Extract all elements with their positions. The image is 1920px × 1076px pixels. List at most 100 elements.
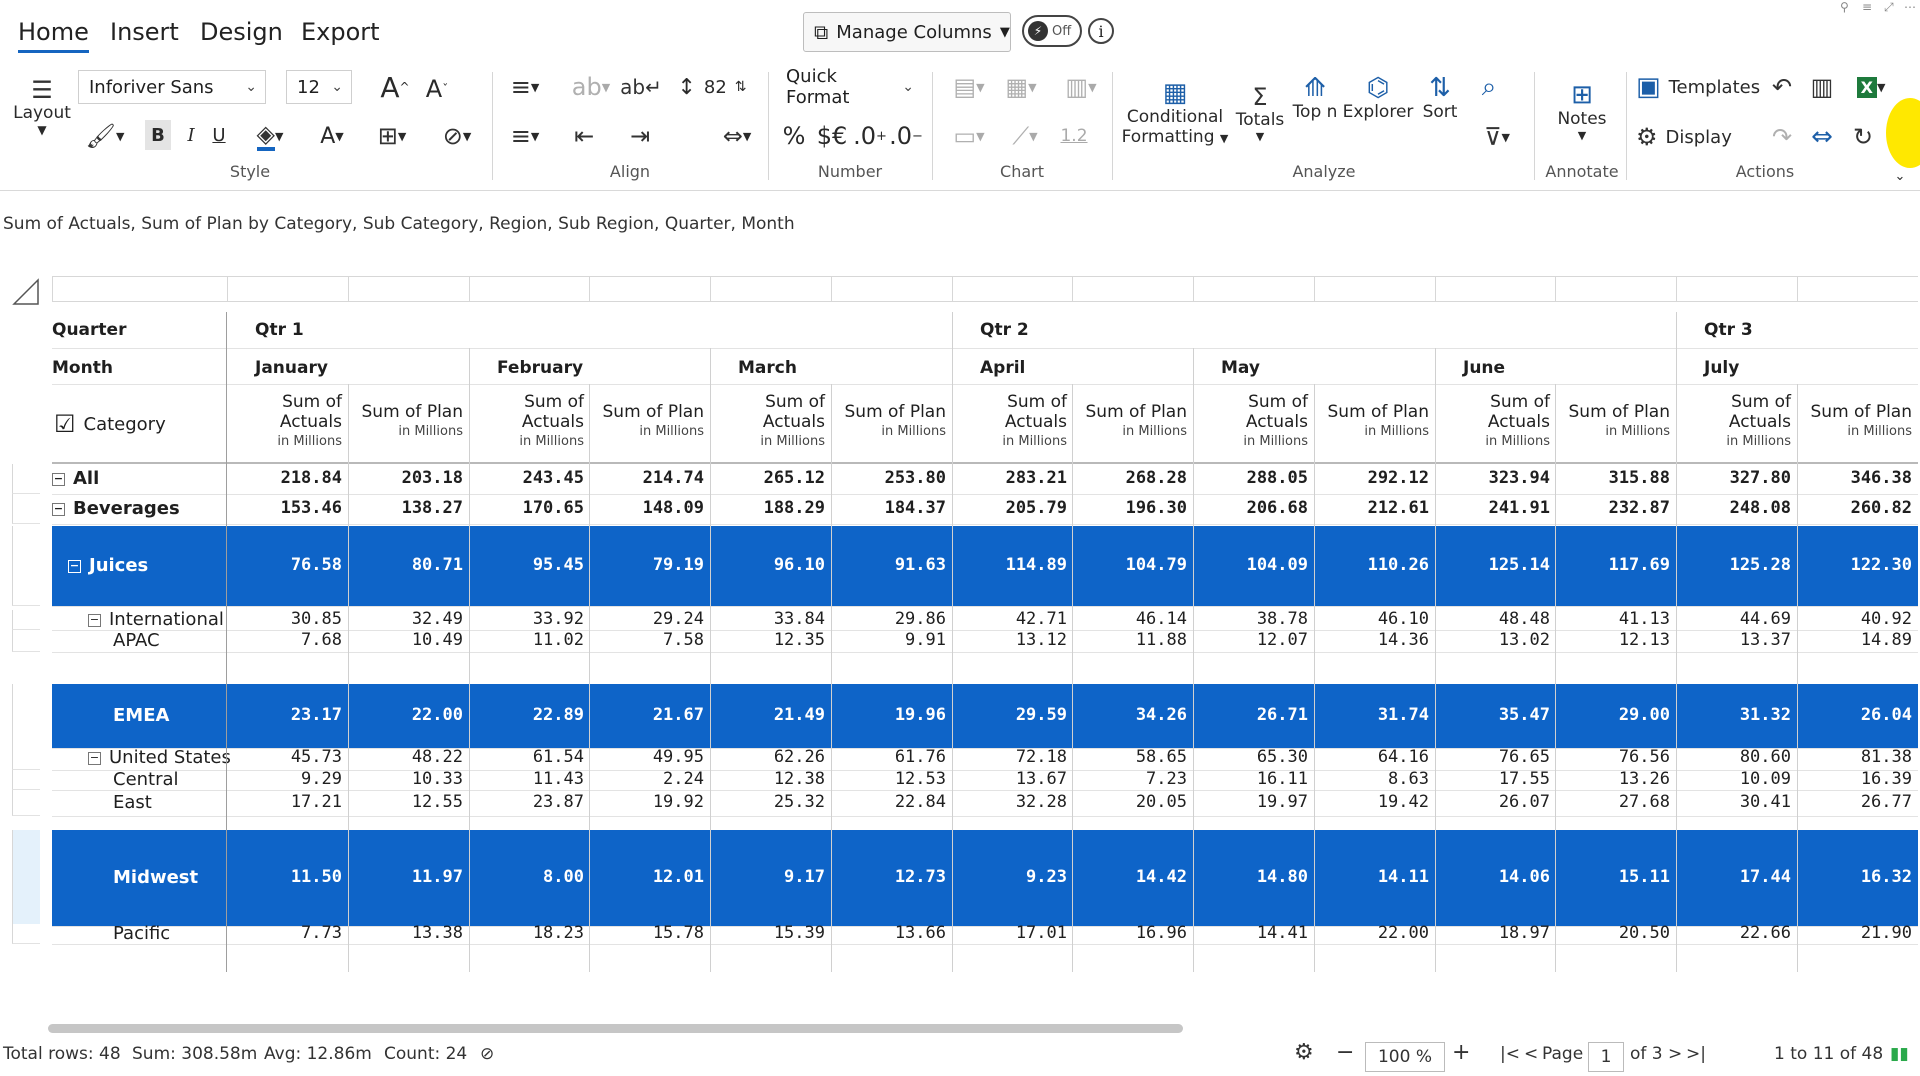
value-cell[interactable]: 268.28 — [1125, 468, 1187, 488]
value-cell[interactable]: 13.67 — [1015, 769, 1067, 789]
column-header[interactable] — [1314, 276, 1435, 302]
column-header[interactable] — [52, 276, 227, 302]
value-cell[interactable]: 20.50 — [1618, 923, 1670, 943]
value-cell[interactable]: 19.96 — [894, 705, 946, 725]
value-cell[interactable]: 206.68 — [1246, 498, 1308, 518]
column-header[interactable] — [589, 276, 710, 302]
value-cell[interactable]: 125.28 — [1729, 555, 1791, 575]
value-cell[interactable]: 117.69 — [1608, 555, 1670, 575]
value-cell[interactable]: 15.39 — [773, 923, 825, 943]
value-cell[interactable]: 205.79 — [1005, 498, 1067, 518]
value-cell[interactable]: 11.50 — [290, 867, 342, 887]
value-cell[interactable]: 13.66 — [894, 923, 946, 943]
row-header[interactable] — [12, 684, 40, 748]
info-icon[interactable]: i — [1088, 18, 1114, 44]
value-cell[interactable]: 30.41 — [1739, 792, 1791, 812]
value-cell[interactable]: 12.35 — [773, 630, 825, 650]
month-header[interactable]: March — [738, 358, 797, 378]
value-cell[interactable]: 21.49 — [773, 705, 825, 725]
value-cell[interactable]: 232.87 — [1608, 498, 1670, 518]
value-cell[interactable]: 80.71 — [411, 555, 463, 575]
font-family-select[interactable]: Inforiver Sans ⌄ — [78, 70, 266, 104]
value-cell[interactable]: 21.67 — [652, 705, 704, 725]
redo-icon[interactable]: ↷ — [1771, 123, 1793, 151]
measure-header-plan[interactable]: Sum of Plan in Millions — [589, 402, 708, 442]
value-cell[interactable]: 10.49 — [411, 630, 463, 650]
value-cell[interactable]: 32.49 — [411, 609, 463, 629]
value-cell[interactable]: 10.09 — [1739, 769, 1791, 789]
zoom-in-icon[interactable]: + — [1452, 1040, 1471, 1065]
value-cell[interactable]: 12.07 — [1256, 630, 1308, 650]
chart-label-button[interactable]: 1.2 — [1060, 126, 1088, 146]
value-cell[interactable]: 170.65 — [522, 498, 584, 518]
collapse-icon[interactable]: − — [68, 558, 81, 573]
value-cell[interactable]: 13.26 — [1618, 769, 1670, 789]
row-header[interactable] — [12, 630, 40, 652]
value-cell[interactable]: 243.45 — [522, 468, 584, 488]
zoom-out-icon[interactable]: − — [1336, 1040, 1355, 1065]
row-header[interactable] — [12, 464, 40, 494]
value-cell[interactable]: 26.04 — [1860, 705, 1912, 725]
settings-gear-icon[interactable]: ⚙ — [1294, 1040, 1314, 1065]
manage-columns-button[interactable]: ⧉ Manage Columns ▼ — [803, 12, 1011, 52]
display-button[interactable]: ⚙ Display — [1636, 123, 1732, 151]
value-cell[interactable]: 38.78 — [1256, 609, 1308, 629]
row-label-all[interactable]: − All — [52, 468, 99, 489]
column-header[interactable] — [469, 276, 590, 302]
quarter-header[interactable]: Qtr 2 — [980, 320, 1029, 340]
value-cell[interactable]: 65.30 — [1256, 747, 1308, 767]
line-chart-icon[interactable]: ⟋ ▼ — [1012, 122, 1038, 150]
explorer-button[interactable]: ⌬ Explorer — [1342, 73, 1414, 122]
value-cell[interactable]: 9.17 — [784, 867, 825, 887]
templates-button[interactable]: ▣ Templates — [1636, 72, 1761, 102]
value-cell[interactable]: 12.53 — [894, 769, 946, 789]
value-cell[interactable]: 13.37 — [1739, 630, 1791, 650]
value-cell[interactable]: 15.11 — [1618, 867, 1670, 887]
value-cell[interactable]: 218.84 — [280, 468, 342, 488]
value-cell[interactable]: 12.38 — [773, 769, 825, 789]
value-cell[interactable]: 14.41 — [1256, 923, 1308, 943]
value-cell[interactable]: 49.95 — [652, 747, 704, 767]
value-cell[interactable]: 114.89 — [1005, 555, 1067, 575]
expand-icon[interactable]: ⤢ — [1884, 0, 1894, 14]
value-cell[interactable]: 12.73 — [894, 867, 946, 887]
value-cell[interactable]: 260.82 — [1850, 498, 1912, 518]
measure-header-actuals[interactable]: Sum of Actuals in Millions — [710, 392, 829, 452]
value-cell[interactable]: 19.92 — [652, 792, 704, 812]
column-header[interactable] — [1676, 276, 1797, 302]
value-cell[interactable]: 72.18 — [1015, 747, 1067, 767]
value-cell[interactable]: 19.97 — [1256, 792, 1308, 812]
auto-toggle[interactable]: ⚡ Off — [1022, 15, 1082, 47]
value-cell[interactable]: 62.26 — [773, 747, 825, 767]
value-cell[interactable]: 33.92 — [532, 609, 584, 629]
value-cell[interactable]: 292.12 — [1367, 468, 1429, 488]
totals-button[interactable]: Σ Totals ▼ — [1235, 82, 1285, 143]
value-cell[interactable]: 153.46 — [280, 498, 342, 518]
value-cell[interactable]: 16.32 — [1860, 867, 1912, 887]
value-cell[interactable]: 9.29 — [301, 769, 342, 789]
measure-header-actuals[interactable]: Sum of Actuals in Millions — [1676, 392, 1795, 452]
measure-header-actuals[interactable]: Sum of Actuals in Millions — [1193, 392, 1312, 452]
sort-button[interactable]: ⇅ Sort — [1422, 73, 1458, 122]
value-cell[interactable]: 14.36 — [1377, 630, 1429, 650]
value-cell[interactable]: 7.73 — [301, 923, 342, 943]
quarter-header[interactable]: Qtr 1 — [255, 320, 304, 340]
tab-home[interactable]: Home — [18, 18, 89, 53]
value-cell[interactable]: 122.30 — [1850, 555, 1912, 575]
value-cell[interactable]: 241.91 — [1488, 498, 1550, 518]
value-cell[interactable]: 61.76 — [894, 747, 946, 767]
value-cell[interactable]: 23.17 — [290, 705, 342, 725]
value-cell[interactable]: 19.42 — [1377, 792, 1429, 812]
column-header[interactable] — [348, 276, 469, 302]
value-cell[interactable]: 14.06 — [1498, 867, 1550, 887]
month-header[interactable]: July — [1704, 358, 1740, 378]
increase-decimal-button[interactable]: .0 + — [853, 122, 887, 150]
measure-header-plan[interactable]: Sum of Plan in Millions — [1314, 402, 1433, 442]
value-cell[interactable]: 2.24 — [663, 769, 704, 789]
filter-icon[interactable]: ≡ — [1862, 0, 1873, 14]
value-cell[interactable]: 14.80 — [1256, 867, 1308, 887]
value-cell[interactable]: 33.84 — [773, 609, 825, 629]
column-header[interactable] — [831, 276, 952, 302]
hide-icon[interactable]: ⊘ ▼ — [442, 122, 472, 150]
